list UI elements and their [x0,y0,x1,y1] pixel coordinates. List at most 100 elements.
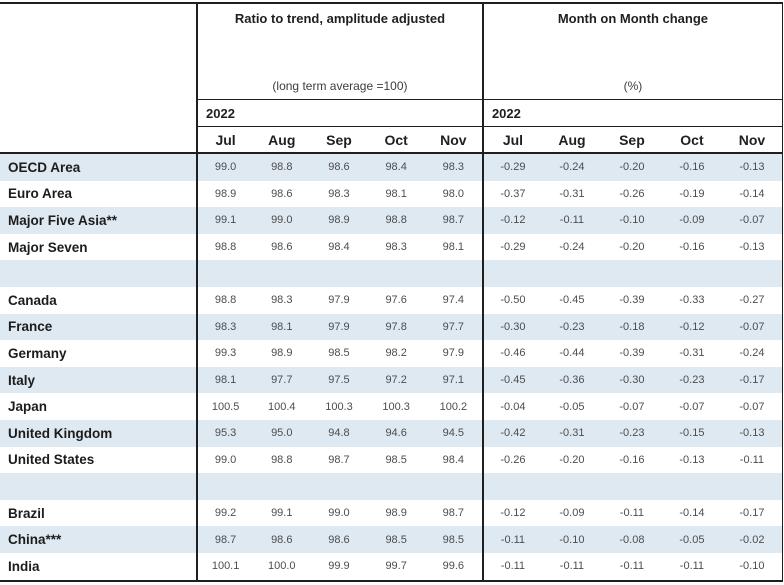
row-label: India [8,558,40,574]
row-label: Major Seven [8,239,88,255]
ratio-to-trend-value: 98.3 [196,313,254,341]
ratio-to-trend-value: 98.6 [310,154,368,181]
ratio-to-trend-value: 100.1 [196,552,253,580]
ratio-to-trend-value: 98.8 [196,286,253,314]
mom-change-value: -0.11 [679,560,705,573]
column-group-header-mom-change: Month on Month change (%) [481,4,782,100]
corner-blank-cell [0,4,196,154]
mom-change-value: -0.24 [559,241,585,254]
mom-change-value: -0.29 [481,233,542,261]
ratio-to-trend-value: 99.3 [196,340,253,367]
group-title-mom-change: Month on Month change [557,11,709,26]
ratio-to-trend-value: 99.1 [196,207,254,234]
ratio-to-trend-value: 98.6 [271,241,293,254]
ratio-to-trend-value: 100.3 [325,400,353,413]
mom-change-value: -0.11 [559,560,585,573]
month-header-oct: Oct [367,127,425,154]
ratio-to-trend-value: 98.1 [385,187,407,200]
ratio-to-trend-value: 97.9 [442,347,465,360]
mom-change-value: -0.26 [481,446,542,474]
ratio-to-trend-value: 98.5 [328,347,350,360]
mom-change-value: -0.07 [619,400,645,413]
ratio-to-trend-value: 98.5 [367,526,425,553]
ratio-to-trend-value: 97.9 [328,294,350,307]
mom-change-value: -0.11 [739,453,765,466]
mom-change-value: -0.42 [481,419,542,447]
mom-change-value: -0.11 [481,552,542,580]
mom-change-value: -0.45 [481,366,542,394]
ratio-to-trend-value: 99.2 [196,499,253,527]
mom-change-value: -0.23 [541,313,602,341]
mom-change-value: -0.39 [619,294,645,307]
ratio-to-trend-value [310,260,368,287]
mom-change-value: -0.44 [559,347,585,360]
ratio-to-trend-value: 98.3 [385,241,407,254]
mom-change-value: -0.31 [679,347,705,360]
row-label: Japan [8,399,48,415]
mom-change-value: -0.11 [481,526,542,553]
ratio-to-trend-value: 98.4 [367,154,425,181]
row-label [0,260,196,287]
mom-change-value: -0.30 [481,313,542,341]
row-label: United States [8,452,95,468]
mom-change-value: -0.50 [481,286,542,314]
group-title-ratio-to-trend: Ratio to trend, amplitude adjusted [234,11,446,26]
mom-change-value: -0.14 [739,187,765,200]
row-label: Italy [0,366,196,394]
mom-change-value: -0.12 [481,499,542,527]
ratio-to-trend-value: 99.0 [328,507,350,520]
mom-change-value: -0.17 [739,507,765,520]
ratio-to-trend-value: 99.0 [196,154,254,181]
ratio-to-trend-value: 98.1 [253,313,311,341]
ratio-to-trend-value [310,473,368,500]
mom-change-value: -0.07 [721,207,782,234]
ratio-to-trend-value: 99.0 [196,446,253,474]
month-header-jul: Jul [481,127,542,154]
mom-change-value: -0.09 [661,207,722,234]
mom-change-value: -0.07 [721,313,782,341]
mom-change-value: -0.08 [601,526,662,553]
mom-change-value: -0.19 [679,187,705,200]
mom-change-value: -0.46 [481,340,542,367]
mom-change-value: -0.37 [481,180,542,208]
mom-change-value: -0.13 [679,453,705,466]
mom-change-value [721,260,782,287]
ratio-to-trend-value: 98.3 [328,187,350,200]
mom-change-value: -0.31 [559,187,585,200]
mom-change-value: -0.10 [601,207,662,234]
ratio-to-trend-value [367,260,425,287]
ratio-to-trend-value: 98.8 [253,154,311,181]
mom-change-value: -0.02 [721,526,782,553]
month-header-jul: Jul [196,127,254,154]
mom-change-value: -0.07 [739,400,765,413]
ratio-to-trend-value: 99.1 [271,507,293,520]
ratio-to-trend-value: 98.8 [196,233,253,261]
mom-change-value: -0.13 [721,419,782,447]
year-header-mom-group: 2022 [481,100,782,127]
row-label: Brazil [8,505,45,521]
mom-change-value: -0.27 [739,294,765,307]
mom-change-value: -0.20 [619,241,645,254]
ratio-to-trend-value: 97.8 [367,313,425,341]
mom-change-value: -0.18 [601,313,662,341]
row-label: Euro Area [8,186,73,202]
ratio-to-trend-value [196,473,254,500]
mom-change-value: -0.09 [559,507,585,520]
ratio-to-trend-value [424,473,482,500]
month-header-sep: Sep [310,127,368,154]
mom-change-value: -0.15 [661,419,722,447]
ratio-to-trend-value: 98.6 [310,526,368,553]
mom-change-value: -0.11 [619,507,645,520]
ratio-to-trend-value: 98.8 [271,453,293,466]
ratio-to-trend-value: 98.6 [253,526,311,553]
mom-change-value: -0.12 [661,313,722,341]
mom-change-value: -0.33 [679,294,705,307]
mom-change-value: -0.16 [619,453,645,466]
month-header-sep: Sep [601,127,662,154]
mom-change-value: -0.07 [679,400,705,413]
row-label: United Kingdom [0,419,196,447]
year-header-ratio-group: 2022 [196,100,482,127]
mom-change-value: -0.45 [559,294,585,307]
mom-change-value: -0.20 [601,154,662,181]
